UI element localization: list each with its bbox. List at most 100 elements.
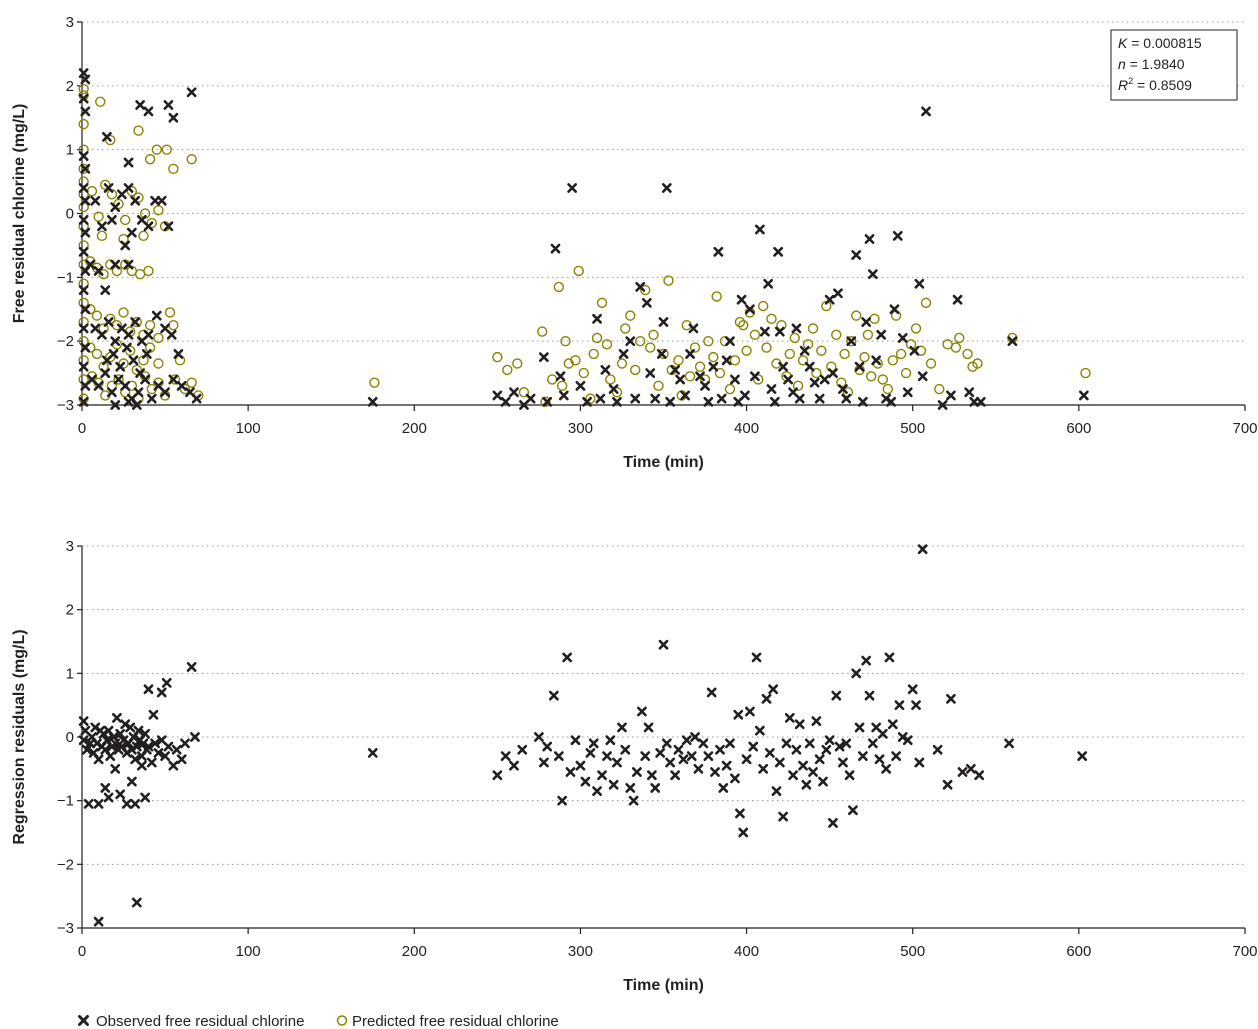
- observed-point: [809, 377, 820, 388]
- x-tick-label: 0: [78, 943, 86, 960]
- observed-point: [854, 722, 865, 733]
- observed-point: [877, 728, 888, 739]
- observed-point: [580, 776, 591, 787]
- predicted-point: [703, 335, 714, 347]
- observed-point: [78, 735, 89, 746]
- x-axis-label: Time (min): [623, 977, 704, 994]
- observed-point: [706, 687, 717, 698]
- observed-point: [93, 380, 104, 391]
- observed-point: [801, 779, 812, 790]
- observed-point: [80, 195, 91, 206]
- observed-point: [695, 371, 705, 382]
- observed-point: [107, 387, 117, 398]
- observed-point: [946, 390, 956, 401]
- observed-point: [618, 349, 629, 359]
- observed-point: [917, 544, 928, 555]
- predicted-point: [186, 377, 197, 388]
- observed-point: [80, 163, 91, 174]
- predicted-point: [797, 355, 809, 366]
- observed-point: [781, 738, 792, 749]
- observed-point: [854, 361, 865, 372]
- predicted-point: [915, 345, 927, 356]
- observed-point: [141, 349, 152, 359]
- legend-item-observed: Observed free residual chlorine: [78, 1013, 304, 1029]
- predicted-point: [131, 316, 143, 328]
- observed-point: [761, 693, 772, 704]
- observed-point: [763, 278, 774, 289]
- observed-point: [538, 352, 549, 363]
- observed-point: [143, 741, 154, 752]
- x-tick-label: 300: [568, 943, 593, 960]
- observed-point: [665, 757, 676, 768]
- observed-point: [78, 151, 89, 161]
- predicted-point: [611, 387, 623, 398]
- observed-point: [886, 396, 897, 407]
- observed-point: [892, 230, 903, 241]
- predicted-point: [546, 374, 558, 385]
- observed-point: [828, 368, 838, 378]
- observed-point: [80, 74, 91, 85]
- x-tick-label: 400: [734, 420, 759, 437]
- observed-point: [1007, 336, 1018, 347]
- stat-r2: R2 = 0.8509: [1118, 76, 1192, 93]
- observed-point: [509, 760, 519, 771]
- observed-point: [82, 744, 92, 755]
- observed-point: [658, 317, 669, 327]
- observed-point: [143, 329, 154, 340]
- observed-point: [617, 722, 627, 733]
- observed-point: [131, 741, 142, 752]
- predicted-point: [684, 371, 696, 382]
- observed-point: [612, 757, 622, 768]
- observed-point: [123, 396, 134, 407]
- observed-point: [703, 396, 714, 407]
- observed-point: [100, 783, 111, 793]
- observed-point: [946, 693, 956, 704]
- observed-point: [758, 763, 769, 774]
- observed-point: [186, 662, 197, 672]
- observed-point: [575, 380, 586, 391]
- stat-k: K = 0.000815: [1118, 35, 1202, 51]
- observed-point: [721, 355, 732, 366]
- predicted-point: [133, 192, 144, 203]
- observed-point: [558, 390, 569, 401]
- observed-point: [794, 719, 805, 730]
- predicted-point: [118, 358, 129, 369]
- observed-point: [133, 725, 144, 736]
- observed-point: [857, 751, 868, 761]
- observed-point: [730, 773, 740, 784]
- observed-point: [146, 757, 157, 768]
- observed-point: [774, 757, 785, 768]
- observed-point: [632, 767, 642, 777]
- observed-point: [151, 310, 162, 321]
- y-axis-label: Free residual chlorine (mg/L): [11, 104, 28, 324]
- observed-point: [894, 700, 905, 711]
- predicted-point: [591, 332, 603, 344]
- y-axis-label: Regression residuals (mg/L): [11, 629, 28, 844]
- observed-point: [80, 342, 91, 353]
- observed-point: [661, 738, 672, 749]
- predicted-point: [792, 380, 804, 392]
- predicted-point: [831, 329, 842, 340]
- predicted-point: [105, 351, 116, 363]
- predicted-point: [616, 358, 628, 369]
- observed-point: [121, 798, 132, 809]
- predicted-point: [168, 163, 179, 175]
- x-tick-label: 200: [402, 943, 427, 960]
- predicted-point: [78, 144, 89, 155]
- observed-point: [1077, 751, 1088, 761]
- observed-point: [791, 744, 802, 755]
- predicted-point: [625, 310, 636, 321]
- predicted-point: [78, 355, 89, 366]
- observed-point: [952, 294, 963, 305]
- observed-point: [191, 393, 202, 404]
- observed-point: [741, 754, 752, 765]
- observed-point: [637, 706, 647, 717]
- observed-point: [736, 294, 747, 305]
- observed-point: [166, 329, 177, 340]
- predicted-point: [816, 345, 827, 356]
- predicted-point: [78, 240, 89, 251]
- observed-point: [97, 329, 107, 340]
- observed-point: [120, 240, 131, 251]
- observed-point: [773, 246, 784, 257]
